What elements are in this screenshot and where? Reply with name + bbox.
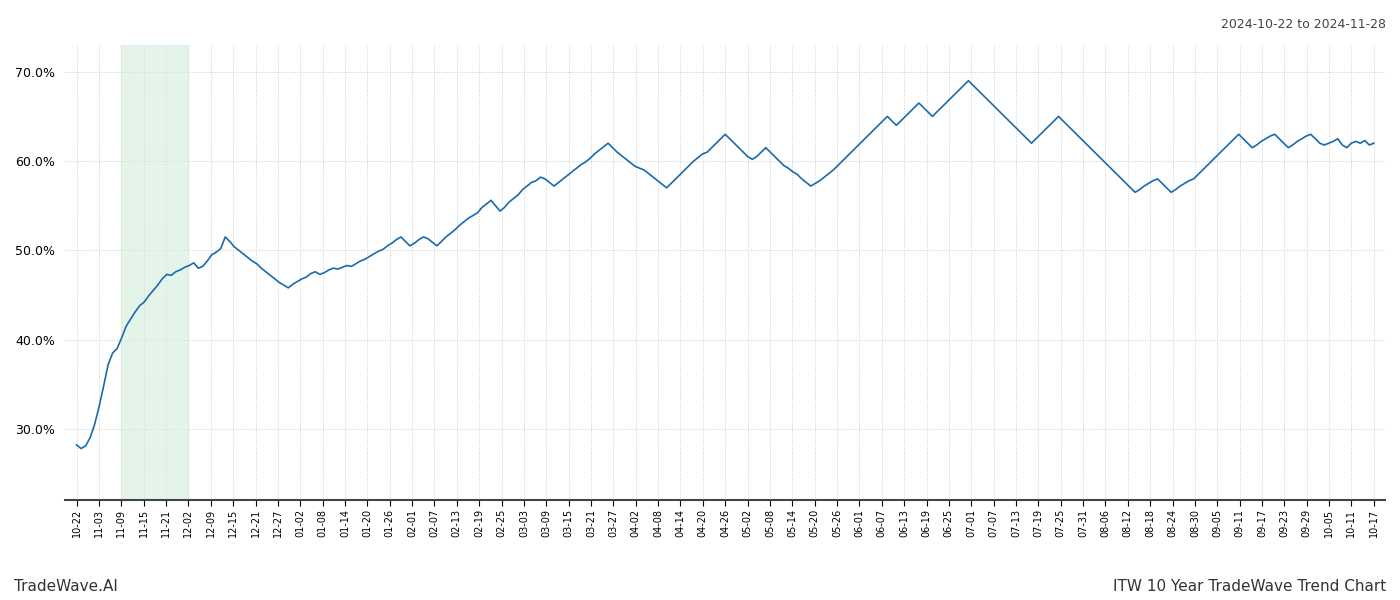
Text: TradeWave.AI: TradeWave.AI [14, 579, 118, 594]
Bar [122, 45, 189, 500]
Text: 2024-10-22 to 2024-11-28: 2024-10-22 to 2024-11-28 [1221, 18, 1386, 31]
Text: ITW 10 Year TradeWave Trend Chart: ITW 10 Year TradeWave Trend Chart [1113, 579, 1386, 594]
